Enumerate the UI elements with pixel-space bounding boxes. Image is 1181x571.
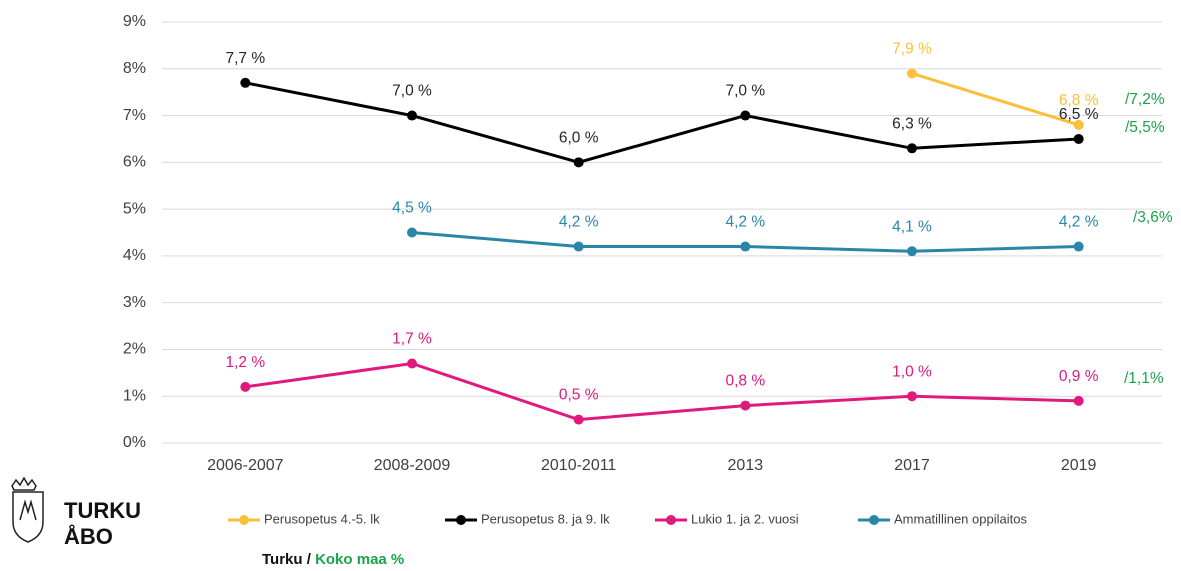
data-label: 7,9 % bbox=[892, 41, 932, 58]
data-label: 7,7 % bbox=[226, 50, 266, 67]
footer-koko-maa: Koko maa % bbox=[315, 551, 404, 568]
data-label: 4,2 % bbox=[1059, 214, 1099, 231]
data-label: 1,0 % bbox=[892, 363, 932, 380]
x-tick-label: 2013 bbox=[728, 457, 764, 474]
y-tick-label: 5% bbox=[123, 200, 146, 217]
logo: TURKU ÅBO bbox=[11, 476, 141, 549]
data-point bbox=[907, 246, 917, 257]
data-label: 6,8 % bbox=[1059, 92, 1099, 109]
data-point bbox=[573, 414, 584, 425]
legend-swatch bbox=[239, 515, 249, 525]
annotation: /7,2% bbox=[1125, 91, 1165, 108]
y-tick-label: 3% bbox=[123, 294, 146, 311]
data-label: 0,8 % bbox=[726, 373, 766, 390]
data-label: 1,7 % bbox=[392, 331, 432, 348]
data-point bbox=[740, 400, 751, 411]
x-tick-label: 2008-2009 bbox=[374, 457, 451, 474]
logo-shield bbox=[12, 491, 44, 543]
legend-label: Lukio 1. ja 2. vuosi bbox=[691, 511, 799, 526]
y-tick-label: 6% bbox=[123, 154, 146, 171]
data-point bbox=[1073, 133, 1084, 144]
data-label: 4,1 % bbox=[892, 218, 932, 235]
data-label: 4,2 % bbox=[726, 214, 766, 231]
annotation: /3,6% bbox=[1133, 209, 1173, 226]
data-point bbox=[1073, 395, 1084, 406]
logo-crown bbox=[11, 476, 37, 491]
x-tick-label: 2006-2007 bbox=[207, 457, 284, 474]
y-tick-label: 0% bbox=[123, 434, 146, 451]
series-line bbox=[245, 81, 1079, 164]
data-point bbox=[1073, 119, 1084, 130]
data-label: 1,2 % bbox=[226, 354, 266, 371]
data-point bbox=[740, 241, 751, 252]
data-label: 4,5 % bbox=[392, 200, 432, 217]
x-tick-label: 2017 bbox=[894, 457, 930, 474]
data-label: 0,9 % bbox=[1059, 368, 1099, 385]
legend-swatch bbox=[869, 515, 879, 525]
series-line bbox=[911, 72, 1080, 127]
legend-label: Ammatillinen oppilaitos bbox=[894, 511, 1027, 526]
data-label: 4,2 % bbox=[559, 214, 599, 231]
x-tick-label: 2010-2011 bbox=[541, 457, 616, 474]
y-tick-label: 9% bbox=[123, 13, 146, 30]
data-point bbox=[740, 110, 751, 121]
data-label: 7,0 % bbox=[392, 83, 432, 100]
data-point bbox=[240, 381, 251, 392]
data-label: 6,5 % bbox=[1059, 106, 1099, 123]
y-tick-label: 4% bbox=[123, 247, 146, 264]
y-tick-label: 8% bbox=[123, 60, 146, 77]
legend-swatch bbox=[666, 515, 676, 525]
data-point bbox=[907, 68, 917, 79]
footer-text: Turku / Koko maa % bbox=[262, 551, 404, 568]
logo-emblem bbox=[19, 499, 37, 521]
data-label: 6,0 % bbox=[559, 129, 599, 146]
data-label: 6,3 % bbox=[892, 115, 932, 132]
data-point bbox=[240, 77, 251, 88]
series-line bbox=[245, 361, 1079, 422]
footer-turku: Turku / bbox=[262, 551, 312, 568]
data-point bbox=[907, 143, 917, 154]
annotation: /1,1% bbox=[1124, 370, 1164, 387]
logo-text: ÅBO bbox=[64, 523, 113, 549]
legend-swatch bbox=[456, 515, 466, 525]
data-point bbox=[407, 358, 417, 369]
data-point bbox=[907, 391, 917, 402]
data-point bbox=[573, 157, 584, 168]
data-label: 0,5 % bbox=[559, 387, 599, 404]
annotation: /5,5% bbox=[1125, 119, 1165, 136]
y-tick-label: 1% bbox=[123, 387, 146, 404]
data-label: 7,0 % bbox=[726, 83, 766, 100]
data-point bbox=[407, 227, 417, 238]
legend-label: Perusopetus 4.-5. lk bbox=[264, 511, 380, 526]
data-point bbox=[407, 110, 417, 121]
legend-label: Perusopetus 8. ja 9. lk bbox=[481, 511, 610, 526]
x-tick-label: 2019 bbox=[1061, 457, 1097, 474]
y-tick-label: 2% bbox=[123, 341, 146, 358]
y-tick-label: 7% bbox=[123, 107, 146, 124]
logo-text: TURKU bbox=[64, 498, 141, 523]
data-point bbox=[1073, 241, 1084, 252]
data-point bbox=[573, 241, 584, 252]
